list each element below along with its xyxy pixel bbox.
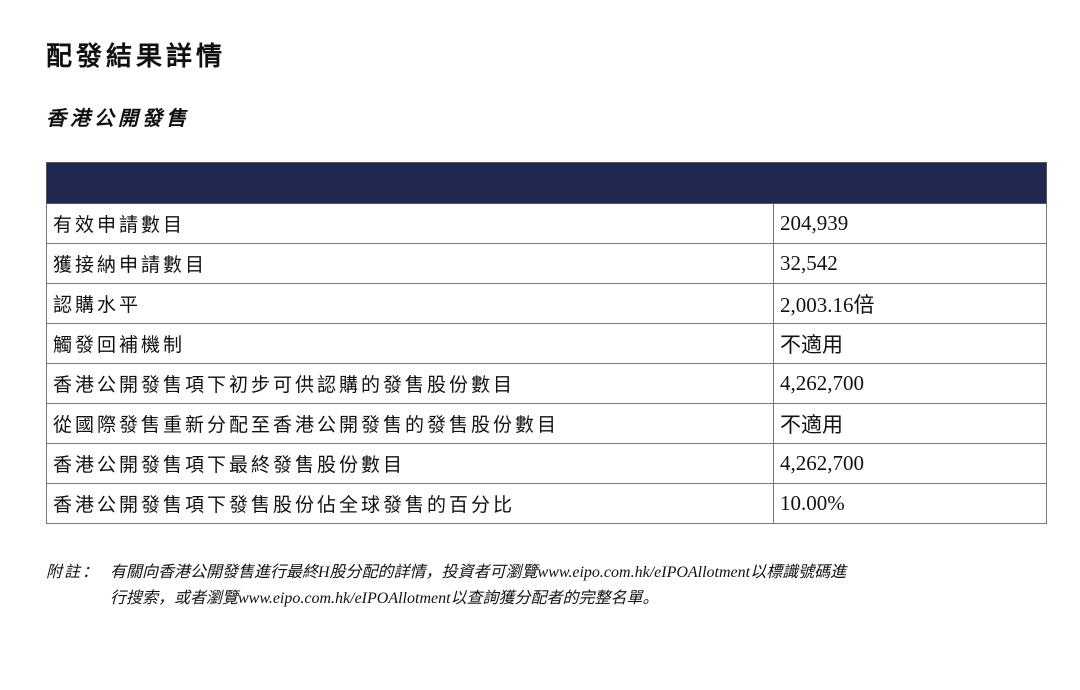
table-row: 香港公開發售項下初步可供認購的發售股份數目 4,262,700 bbox=[46, 363, 1047, 404]
table-header bbox=[46, 162, 1047, 204]
row-value: 4,262,700 bbox=[773, 443, 1047, 484]
row-value: 不適用 bbox=[773, 403, 1047, 444]
table-row: 從國際發售重新分配至香港公開發售的發售股份數目 不適用 bbox=[46, 403, 1047, 444]
row-label: 有效申請數目 bbox=[46, 203, 774, 244]
allotment-results-table: 有效申請數目 204,939 獲接納申請數目 32,542 認購水平 2,003.16倍觸… bbox=[46, 162, 1047, 524]
table-row: 認購水平 2,003.16倍 bbox=[46, 283, 1047, 324]
row-label: 認購水平 bbox=[46, 283, 774, 324]
row-label: 觸發回補機制 bbox=[46, 323, 774, 364]
page-title: 配發結果詳情 bbox=[46, 42, 227, 72]
row-value: 4,262,700 bbox=[773, 363, 1047, 404]
row-label: 從國際發售重新分配至香港公開發售的發售股份數目 bbox=[46, 403, 774, 444]
section-subtitle: 香港公開發售 bbox=[46, 106, 190, 130]
footnote-line-1: 有關向香港公開發售進行最終H股分配的詳情，投資者可瀏覽www.eipo.com.… bbox=[110, 564, 847, 581]
footnote-line-2: 行搜索，或者瀏覽www.eipo.com.hk/eIPOAllotment以查詢… bbox=[110, 590, 659, 607]
row-value: 2,003.16倍 bbox=[773, 283, 1047, 324]
row-value: 32,542 bbox=[773, 243, 1047, 284]
table-row: 有效申請數目 204,939 bbox=[46, 203, 1047, 244]
table-row: 香港公開發售項下發售股份佔全球發售的百分比 10.00% bbox=[46, 483, 1047, 524]
row-label: 香港公開發售項下最終發售股份數目 bbox=[46, 443, 774, 484]
row-value: 不適用 bbox=[773, 323, 1047, 364]
footnote: 附註： 有關向香港公開發售進行最終H股分配的詳情，投資者可瀏覽www.eipo.c… bbox=[46, 560, 1056, 612]
table-row: 觸發回補機制 不適用 bbox=[46, 323, 1047, 364]
row-value: 204,939 bbox=[773, 203, 1047, 244]
row-label: 香港公開發售項下發售股份佔全球發售的百分比 bbox=[46, 483, 774, 524]
row-label: 香港公開發售項下初步可供認購的發售股份數目 bbox=[46, 363, 774, 404]
table-row: 香港公開發售項下最終發售股份數目 4,262,700 bbox=[46, 443, 1047, 484]
row-value: 10.00% bbox=[773, 483, 1047, 524]
table-row: 獲接納申請數目 32,542 bbox=[46, 243, 1047, 284]
row-label: 獲接納申請數目 bbox=[46, 243, 774, 284]
footnote-label: 附註： bbox=[46, 564, 101, 581]
